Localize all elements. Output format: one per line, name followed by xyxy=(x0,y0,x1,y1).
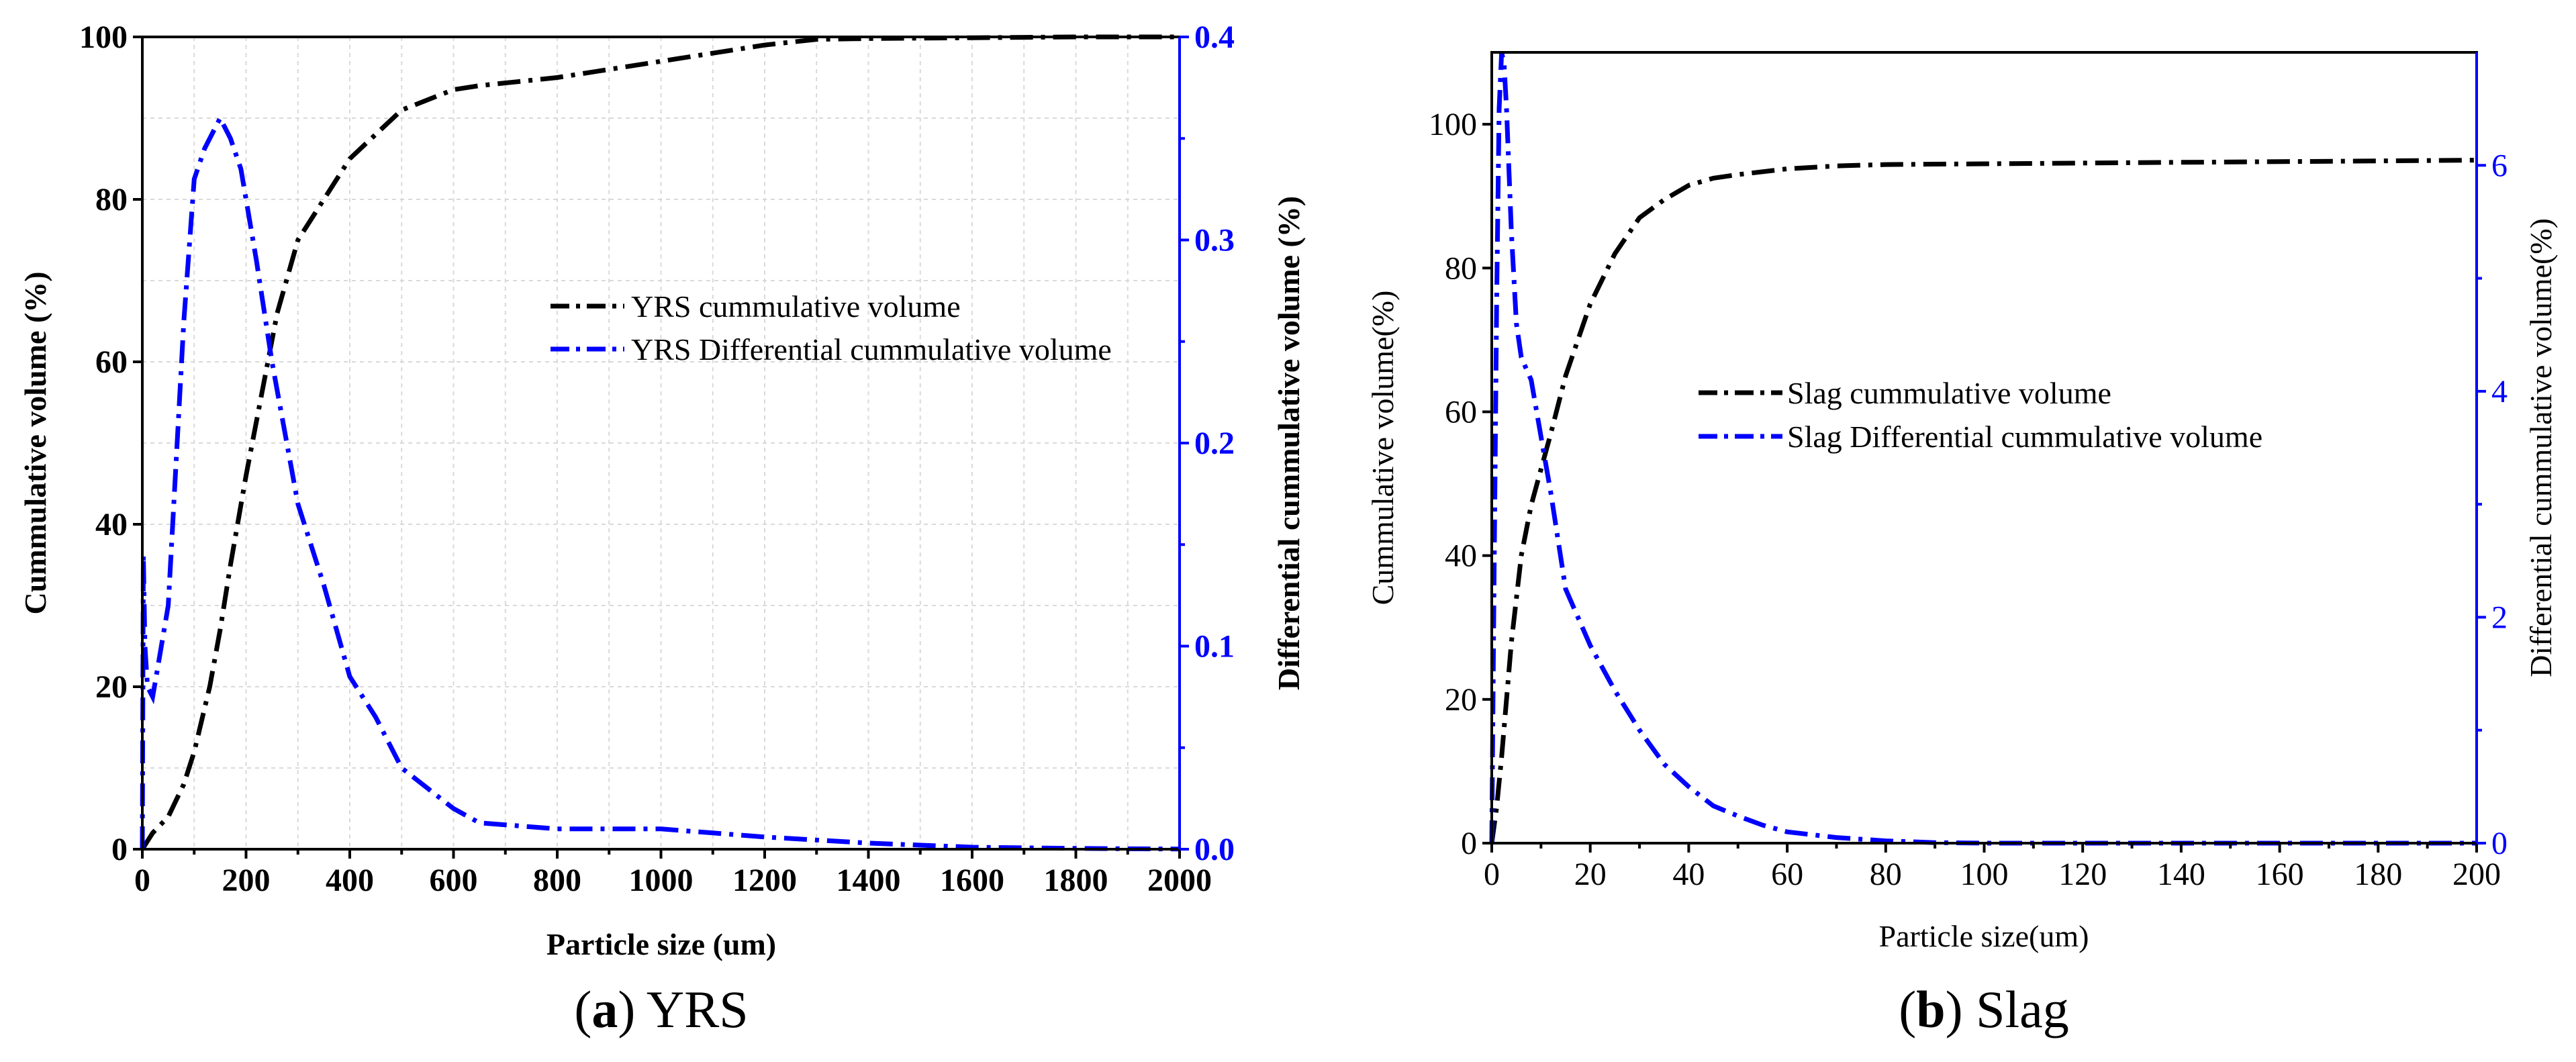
x-tick-label: 140 xyxy=(2157,857,2205,892)
x-tick-label: 100 xyxy=(1960,857,2009,892)
series-differential-line xyxy=(140,113,1180,852)
y-right-axis-ticks: 0 2 4 6 xyxy=(2477,148,2508,861)
chart-panel-yrs: 0 200 400 600 800 1000 1200 1400 1600 1800 2000 0 2… xyxy=(18,19,1306,1039)
chart-panel-slag: 0 20 40 60 80 100 120 140 160 180 200 020406080100… xyxy=(1366,51,2558,1039)
y-right-tick-label: 0.0 xyxy=(1194,832,1235,867)
x-axis-ticks: 0 200 400 600 800 1000 1200 1400 1600 1800 2000 xyxy=(134,849,1212,898)
x-axis-title: Particle size (um) xyxy=(546,927,776,961)
x-tick-label: 400 xyxy=(326,863,374,898)
y-right-axis-ticks: 0.0 0.1 0.2 0.3 0.4 xyxy=(1180,19,1235,867)
legend: YRS cummulative volume YRS Differential … xyxy=(551,289,1112,367)
x-tick-label: 0 xyxy=(134,863,150,898)
x-tick-label: 0 xyxy=(1484,857,1500,892)
x-tick-label: 160 xyxy=(2256,857,2304,892)
x-tick-label: 1800 xyxy=(1044,863,1108,898)
y-right-tick-label: 0.1 xyxy=(1194,629,1235,665)
legend-label-cumulative: Slag cummulative volume xyxy=(1787,376,2111,410)
y-left-tick-label: 80 xyxy=(1445,250,1477,286)
x-tick-label: 1200 xyxy=(732,863,797,898)
x-tick-label: 1600 xyxy=(940,863,1004,898)
x-tick-label: 1400 xyxy=(837,863,901,898)
y-right-tick-label: 0.4 xyxy=(1194,19,1235,55)
x-axis-ticks: 0 20 40 60 80 100 120 140 160 180 200 xyxy=(1484,843,2501,892)
y-left-axis-ticks: 0 20 40 60 80 100 xyxy=(79,19,142,867)
x-axis-title: Particle size(um) xyxy=(1879,919,2089,953)
y-right-axis-title: Differential cummulative volume(%) xyxy=(2524,218,2558,677)
x-tick-label: 200 xyxy=(222,863,271,898)
y-left-tick-label: 40 xyxy=(1445,538,1477,574)
caption-text: Slag xyxy=(1976,980,2069,1039)
y-left-tick-label: 20 xyxy=(1445,682,1477,718)
x-tick-label: 120 xyxy=(2058,857,2107,892)
y-left-tick-label: 0 xyxy=(111,832,128,867)
x-tick-label: 40 xyxy=(1672,857,1705,892)
y-right-tick-label: 4 xyxy=(2491,374,2508,409)
legend-label-differential: Slag Differential cummulative volume xyxy=(1787,420,2262,454)
y-left-axis-title: Cummulative volume(%) xyxy=(1366,291,1400,606)
legend-label-cumulative: YRS cummulative volume xyxy=(631,289,961,324)
y-left-tick-label: 60 xyxy=(1445,394,1477,430)
x-tick-label: 1000 xyxy=(629,863,694,898)
legend-label-differential: YRS Differential cummulative volume xyxy=(631,332,1112,367)
y-right-tick-label: 0.3 xyxy=(1194,223,1235,258)
panel-caption: (b) Slag xyxy=(1899,980,2069,1039)
legend: Slag cummulative volume Slag Differentia… xyxy=(1699,376,2262,454)
y-right-tick-label: 2 xyxy=(2491,599,2508,635)
x-tick-label: 800 xyxy=(533,863,581,898)
y-left-tick-label: 0 xyxy=(1461,826,1477,861)
series-cumulative-line xyxy=(140,34,1180,851)
series-layer xyxy=(140,34,1180,852)
series-cumulative-line xyxy=(1489,158,2477,844)
x-tick-label: 20 xyxy=(1574,857,1607,892)
y-right-tick-label: 0.2 xyxy=(1194,426,1235,461)
y-left-tick-label: 20 xyxy=(95,669,128,705)
y-left-axis-title: Cummulative volume (%) xyxy=(18,271,52,614)
y-left-tick-label: 100 xyxy=(79,19,128,55)
caption-letter: a xyxy=(591,980,618,1039)
x-tick-label: 180 xyxy=(2354,857,2402,892)
y-left-tick-label: 80 xyxy=(95,182,128,218)
y-right-axis-title: Differential cummulative volume (%) xyxy=(1272,196,1306,690)
x-tick-label: 80 xyxy=(1870,857,1902,892)
x-tick-label: 600 xyxy=(430,863,478,898)
grid-lines xyxy=(142,37,1180,849)
y-right-tick-label: 6 xyxy=(2491,148,2508,183)
y-right-tick-label: 0 xyxy=(2491,826,2508,861)
x-tick-label: 2000 xyxy=(1147,863,1212,898)
x-tick-label: 60 xyxy=(1771,857,1803,892)
panel-caption: (a) YRS xyxy=(574,980,748,1039)
y-left-axis-ticks: 0 20 40 60 80 100 xyxy=(1429,107,1492,861)
x-tick-label: 200 xyxy=(2452,857,2501,892)
y-left-tick-label: 100 xyxy=(1429,107,1477,142)
y-left-tick-label: 40 xyxy=(95,507,128,542)
caption-letter: b xyxy=(1916,980,1945,1039)
caption-text: YRS xyxy=(647,980,749,1039)
y-left-tick-label: 60 xyxy=(95,344,128,380)
